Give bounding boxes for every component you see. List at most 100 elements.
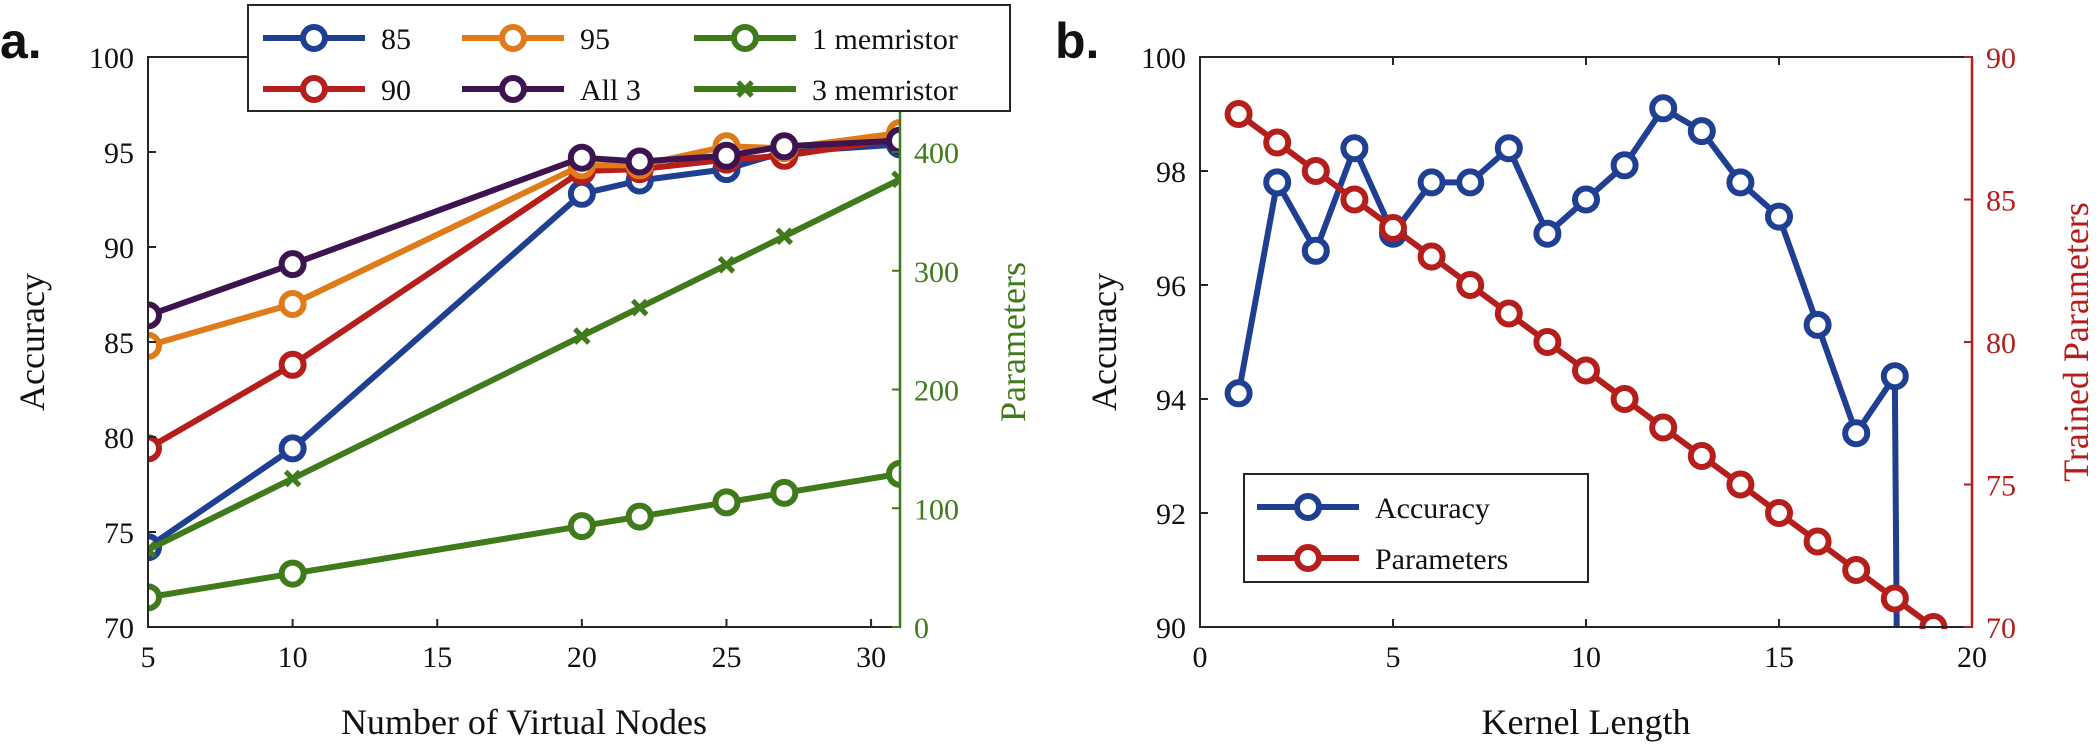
panel-b-data-point (1610, 151, 1639, 180)
panel-a-data-point (770, 132, 799, 161)
panel-a-x-tick-label: 10 (278, 641, 308, 674)
panel-b-data-point (1533, 219, 1562, 248)
panel-a-y-axis-label: Accuracy (12, 273, 52, 411)
panel-a-legend-entry: All 3 (462, 74, 641, 107)
panel-a-data-point (283, 469, 302, 488)
panel-a-label: a. (0, 13, 42, 69)
panel-b-x-axis-label: Kernel Length (1482, 702, 1691, 742)
panel-b-legend-entry: Parameters (1257, 543, 1508, 576)
panel-a-y-tick-label: 100 (89, 42, 134, 75)
panel-b-y-tick-label: 92 (1156, 498, 1186, 531)
panel-b-data-point (1687, 117, 1716, 146)
panel-b-label: b. (1055, 13, 1099, 69)
panel-b-right-y-tick-label: 85 (1986, 185, 2016, 218)
panel-a-y-tick-label: 70 (104, 612, 134, 645)
panel-a-legend-entry: 85 (263, 23, 411, 56)
panel-b-series-accuracy (1224, 94, 1909, 628)
panel-b-right-axis-label: Trained Parameters (2056, 202, 2096, 482)
panel-b-x-tick-label: 10 (1571, 641, 1601, 674)
panel-a-y-tick-label: 80 (104, 422, 134, 455)
panel-b-data-point (1533, 328, 1562, 356)
panel-a-right-y-tick-label: 100 (914, 493, 959, 526)
panel-b-data-point (1765, 499, 1793, 527)
panel-a-legend-marker (300, 75, 328, 103)
panel-b-data-point (1379, 214, 1407, 242)
panel-b-data-point (1572, 356, 1600, 385)
panel-a-series-all-3 (148, 126, 900, 330)
panel-b-data-point (1456, 168, 1485, 197)
panel-a: a. 5 10 15 20 25 30 70 75 80 85 90 95 100 0 100 200 300 4… (0, 4, 1033, 742)
panel-a-legend-label: All 3 (580, 74, 641, 107)
panel-a-x-tick-label: 30 (856, 641, 886, 674)
panel-b-y-axis-label: Accuracy (1084, 273, 1124, 411)
panel-b-y-tick-label: 90 (1156, 612, 1186, 645)
panel-a-series-95 (148, 119, 900, 360)
panel-a-data-point (886, 459, 900, 488)
panel-b-y-tick-label: 98 (1156, 156, 1186, 189)
panel-a-x-tick-label: 20 (567, 641, 597, 674)
panel-a-data-point (278, 250, 307, 279)
panel-a-series-line (148, 135, 900, 451)
panel-b-data-point (1687, 442, 1716, 470)
panel-b-legend-marker (1294, 493, 1322, 521)
panel-b-legend-label: Accuracy (1375, 492, 1490, 525)
panel-a-data-point (148, 541, 157, 559)
panel-b-y-tick-label: 94 (1156, 384, 1186, 417)
panel-b-data-point (1803, 527, 1832, 556)
panel-a-data-point (775, 227, 794, 246)
panel-a-legend-marker (736, 80, 754, 98)
panel-b-data-point (1572, 185, 1600, 214)
panel-a-right-y-tick-label: 300 (914, 256, 959, 289)
panel-b-y-tick-label: 100 (1141, 42, 1186, 75)
panel-b-data-point (1417, 242, 1446, 271)
panel-b-legend-entry: Accuracy (1257, 492, 1490, 525)
panel-a-series-1-memristor (148, 459, 900, 612)
panel-b-legend-marker (1294, 544, 1322, 572)
panel-b-data-point (1765, 202, 1793, 231)
panel-a-data-point (717, 256, 736, 274)
panel-b-data-point (1263, 168, 1292, 197)
panel-b-data-point (1301, 236, 1330, 265)
panel-b-right-y-tick-label: 75 (1986, 470, 2016, 503)
panel-b-data-point (1494, 134, 1523, 163)
panel-a-legend-label: 85 (381, 23, 411, 56)
panel-a-legend-box (247, 4, 1011, 112)
panel-b-data-point (1726, 470, 1755, 499)
panel-b-data-point (1224, 100, 1253, 128)
panel-a-data-point (573, 327, 591, 345)
panel-a-legend-marker (499, 24, 527, 52)
panel-b: b. 0 5 10 15 20 90 92 94 96 98 100 70 75 80 85 90 Kerne… (1055, 13, 2096, 742)
panel-a-data-point (625, 502, 654, 531)
panel-b-x-tick-label: 0 (1193, 641, 1208, 674)
panel-a-data-point (886, 126, 900, 155)
panel-b-data-point (1263, 128, 1292, 157)
panel-a-y-tick-label: 85 (104, 327, 134, 360)
panel-a-legend-entry: 90 (263, 74, 411, 107)
panel-a-y-tick-label: 75 (104, 517, 134, 550)
panel-a-data-point (567, 143, 596, 172)
panel-a-data-point (712, 141, 741, 170)
panel-a-y-tick-label: 90 (104, 232, 134, 265)
panel-a-legend-entry: 1 memristor (694, 23, 958, 56)
panel-b-right-y-tick-label: 80 (1986, 327, 2016, 360)
panel-a-legend-marker (300, 24, 328, 52)
panel-a-data-point (567, 179, 596, 208)
panel-a-data-point (567, 512, 596, 541)
panel-a-legend-marker (731, 24, 759, 52)
panel-b-data-point (1494, 299, 1523, 328)
panel-a-data-point (148, 331, 162, 360)
panel-b-data-point (1649, 94, 1678, 123)
panel-a-legend-label: 1 memristor (812, 23, 958, 56)
panel-b-x-tick-label: 5 (1386, 641, 1401, 674)
panel-a-data-point (770, 478, 799, 507)
panel-b-data-point (1880, 362, 1909, 391)
panel-b-data-point (1842, 419, 1871, 448)
panel-b-data-point (1726, 168, 1755, 197)
panel-a-data-point (148, 301, 162, 330)
panel-b-legend: Accuracy Parameters (1243, 473, 1589, 583)
panel-a-legend-entry: 3 memristor (694, 74, 958, 107)
panel-a-x-tick-label: 5 (141, 641, 156, 674)
panel-b-data-point (1803, 310, 1832, 339)
panel-b-data-point (1649, 413, 1678, 442)
